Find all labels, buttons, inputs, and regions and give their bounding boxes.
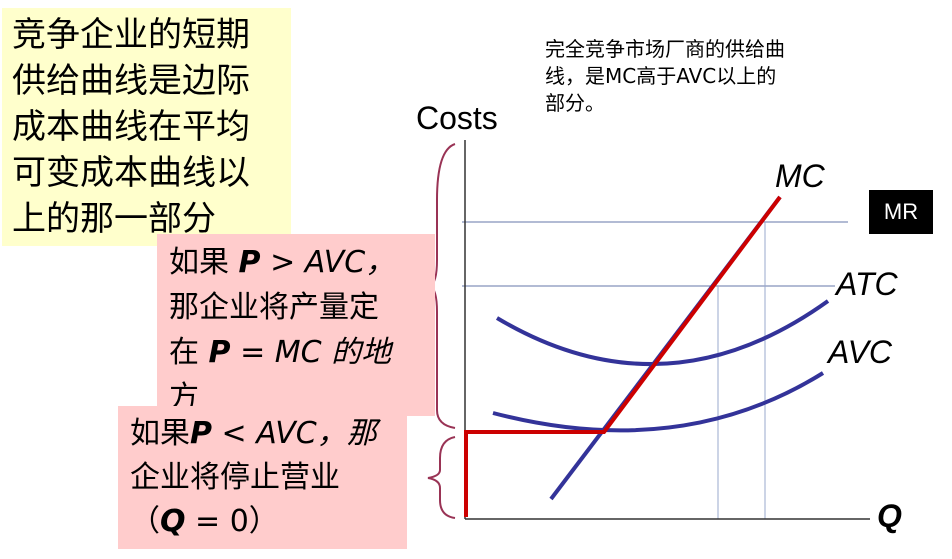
shutdown-note: 如果P < AVC，那 企业将停止营业 （Q = 0）	[118, 406, 407, 549]
caption-line: 线，是MC高于AVC以上的	[545, 64, 777, 88]
summary-line: 上的那一部分	[12, 199, 216, 239]
avc-curve-label: AVC	[828, 334, 893, 370]
produce-note-line: 在 P = MC 的地	[169, 335, 392, 370]
summary-note: 竞争企业的短期 供给曲线是边际 成本曲线在平均 可变成本曲线以 上的那一部分	[2, 8, 291, 246]
shutdown-note-line: （Q = 0）	[130, 504, 279, 539]
caption-line: 部分。	[545, 91, 605, 115]
summary-line: 供给曲线是边际	[12, 61, 250, 101]
shutdown-note-line: 企业将停止营业	[130, 460, 340, 495]
summary-line: 成本曲线在平均	[12, 107, 250, 147]
avc-curve	[492, 371, 825, 433]
produce-note-line: 如果 P > AVC，	[169, 245, 396, 280]
mr-badge: MR	[869, 190, 933, 234]
summary-line: 竞争企业的短期	[12, 15, 250, 55]
produce-note: 如果 P > AVC， 那企业将产量定 在 P = MC 的地 方	[157, 234, 435, 416]
atc-curve-label: ATC	[836, 266, 898, 302]
caption-line: 完全竞争市场厂商的供给曲	[545, 37, 785, 61]
atc-curve	[495, 299, 830, 367]
supply-caption: 完全竞争市场厂商的供给曲 线，是MC高于AVC以上的 部分。	[545, 36, 855, 117]
price-range-brace-lower	[427, 436, 456, 519]
x-axis-label: Q	[877, 498, 902, 534]
shutdown-note-line: 如果P < AVC，那	[130, 416, 377, 451]
supply-curve	[464, 195, 782, 517]
produce-note-line: 那企业将产量定	[169, 290, 379, 325]
y-axis-label: Costs	[416, 100, 498, 136]
mc-curve-label: MC	[775, 158, 825, 194]
summary-line: 可变成本曲线以	[12, 153, 250, 193]
